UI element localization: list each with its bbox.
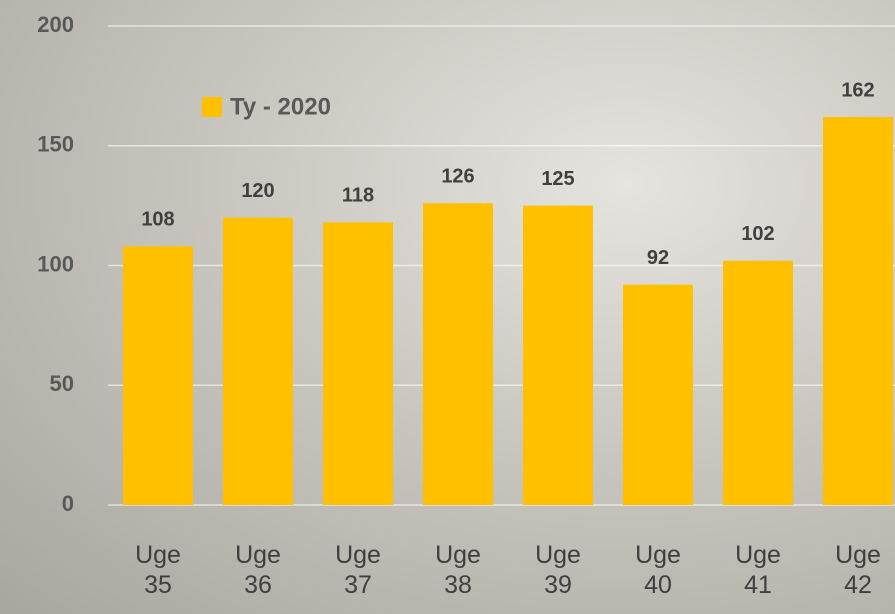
y-tick-label: 150	[37, 132, 74, 157]
x-tick-label: Uge 37	[318, 540, 398, 600]
value-label: 92	[647, 247, 669, 269]
value-label: 118	[342, 185, 374, 207]
x-tick-label: Uge 40	[618, 540, 698, 600]
bar	[823, 117, 893, 505]
y-tick-label: 200	[37, 12, 74, 37]
y-tick-label: 0	[62, 491, 74, 516]
bar	[723, 261, 793, 505]
x-tick-label: Uge 38	[418, 540, 498, 600]
x-tick-label: Uge 42	[818, 540, 895, 600]
bar	[123, 246, 193, 505]
value-label: 162	[841, 79, 874, 101]
chart: 0 50 100 150 200 108 120 118 126 125 92 102 162 Ty - …	[0, 0, 895, 614]
bar	[223, 218, 293, 505]
bar	[523, 206, 593, 505]
legend-label: Ty - 2020	[230, 93, 331, 120]
x-tick-label: Uge 39	[518, 540, 598, 600]
value-label: 120	[241, 180, 274, 202]
y-tick-label: 50	[50, 371, 74, 396]
value-label: 108	[141, 209, 174, 231]
x-tick-label: Uge 36	[218, 540, 298, 600]
value-label: 102	[741, 223, 774, 245]
x-tick-label: Uge 35	[118, 540, 198, 600]
legend-swatch	[202, 97, 222, 117]
value-label: 125	[541, 168, 574, 190]
chart-container: 0 50 100 150 200 108 120 118 126 125 92 102 162 Ty - …	[0, 0, 895, 614]
x-tick-label: Uge 41	[718, 540, 798, 600]
bar	[423, 203, 493, 505]
y-tick-label: 100	[37, 251, 74, 276]
bar	[323, 222, 393, 505]
value-label: 126	[441, 166, 474, 188]
bar	[623, 285, 693, 505]
